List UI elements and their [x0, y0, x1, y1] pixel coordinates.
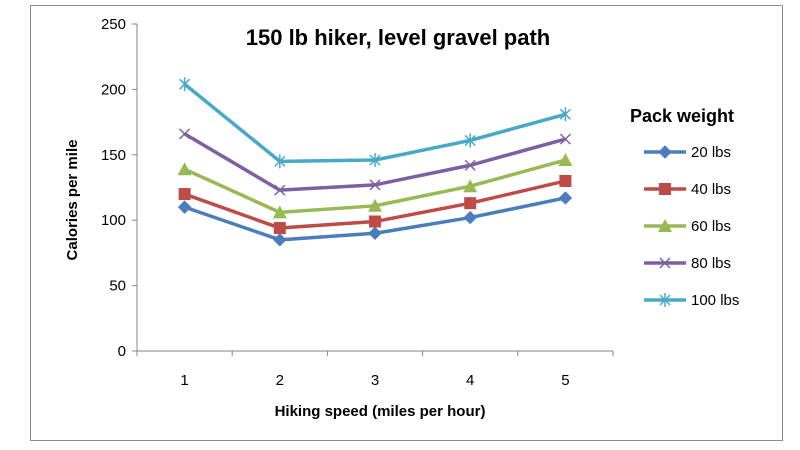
data-point — [368, 198, 382, 212]
data-point — [464, 197, 477, 210]
data-point — [463, 179, 478, 193]
data-point — [464, 159, 476, 171]
data-point — [273, 233, 287, 247]
y-tick-label: 50 — [109, 278, 126, 295]
legend-marker — [659, 183, 671, 195]
legend-marker — [658, 145, 672, 159]
legend-entry: 40 lbs — [644, 181, 731, 198]
marker-stroke — [559, 133, 571, 145]
series-20-lbs — [177, 191, 573, 247]
legend-entry: 80 lbs — [644, 255, 731, 272]
y-axis-title: Calories per mile — [64, 140, 81, 261]
data-point — [559, 133, 571, 145]
x-tick-label: 2 — [276, 372, 284, 389]
x-tick-label: 4 — [466, 372, 474, 389]
series-line — [183, 82, 566, 164]
series-60-lbs — [177, 153, 573, 219]
data-point — [559, 107, 571, 122]
data-point — [559, 174, 572, 187]
data-point — [177, 200, 192, 214]
x-tick-label: 3 — [371, 372, 379, 389]
series-layer — [177, 77, 573, 247]
y-tick-label: 0 — [118, 343, 126, 360]
legend-marker — [659, 257, 671, 269]
legend: 20 lbs 40 lbs 60 lbs 80 lbs 100 lbs — [644, 144, 739, 309]
legend-marker — [658, 219, 672, 232]
data-point — [558, 191, 573, 205]
data-point — [558, 153, 573, 167]
legend-label: 80 lbs — [691, 255, 731, 272]
legend-entry: 100 lbs — [644, 292, 739, 309]
x-tick-label: 5 — [561, 372, 569, 389]
axes: 0 50 100 150 200 250 1 2 3 4 5 — [101, 16, 614, 389]
x-tick-label: 1 — [180, 372, 188, 389]
legend-label: 100 lbs — [691, 292, 739, 309]
y-tick-label: 250 — [101, 16, 126, 33]
data-point — [369, 179, 381, 191]
marker-stroke — [179, 128, 191, 140]
legend-entry: 20 lbs — [644, 144, 731, 161]
marker-stroke — [659, 257, 671, 269]
x-axis-title: Hiking speed (miles per hour) — [275, 403, 486, 420]
legend-label: 40 lbs — [691, 181, 731, 198]
data-point — [273, 222, 286, 235]
legend-entry: 60 lbs — [644, 218, 731, 235]
data-point — [368, 226, 382, 240]
legend-marker — [659, 293, 671, 307]
chart-frame — [30, 5, 783, 441]
data-point — [274, 184, 286, 196]
data-point — [369, 215, 381, 228]
series-100-lbs — [179, 77, 571, 169]
data-point — [179, 128, 191, 140]
marker-stroke — [274, 184, 286, 196]
y-tick-label: 150 — [101, 147, 126, 164]
data-point — [369, 153, 381, 168]
data-point — [463, 210, 477, 225]
series-40-lbs — [178, 174, 572, 235]
marker-stroke — [464, 159, 476, 171]
data-point — [178, 188, 191, 201]
chart-title: 150 lb hiker, level gravel path — [246, 25, 551, 50]
legend-title: Pack weight — [630, 106, 734, 126]
marker-stroke — [369, 179, 381, 191]
y-tick-label: 200 — [101, 81, 126, 98]
legend-label: 20 lbs — [691, 144, 731, 161]
y-tick-label: 100 — [101, 212, 126, 229]
series-80-lbs — [179, 128, 571, 196]
legend-label: 60 lbs — [691, 218, 731, 235]
data-point — [177, 162, 192, 176]
data-point — [274, 154, 286, 169]
data-point — [464, 133, 476, 148]
data-point — [272, 205, 287, 219]
data-point — [179, 77, 191, 92]
